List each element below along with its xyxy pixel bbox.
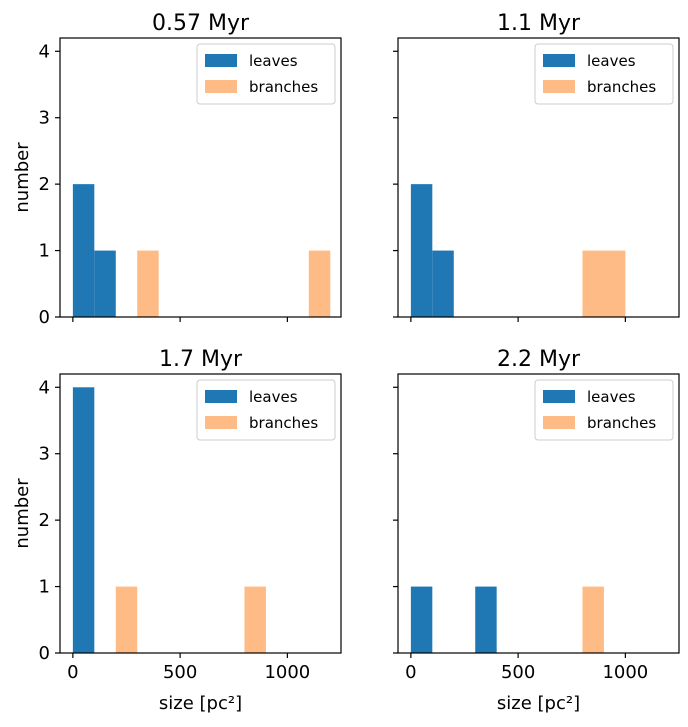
legend-label-leaves: leaves (249, 52, 298, 70)
legend-label-branches: branches (249, 78, 318, 96)
axes-frame (59, 373, 342, 654)
x-tick-label: 500 (163, 662, 197, 683)
legend-swatch-leaves (543, 54, 575, 67)
bar-leaves-0 (72, 387, 95, 653)
y-tick-label: 1 (39, 577, 50, 598)
subplot-1: 0 1 2 3 4 0.57 Myr number leaves branches (12, 11, 342, 328)
y-tick-label: 2 (39, 510, 50, 531)
y-tick-label: 4 (39, 377, 50, 398)
subplot-2: 1.1 Myr leaves branches (393, 11, 680, 322)
bar-leaves-0 (72, 184, 95, 317)
legend-label-leaves: leaves (587, 52, 636, 70)
legend: leaves branches (196, 379, 336, 441)
x-tick-label: 1000 (264, 662, 310, 683)
x-axis-label: size [pc²] (159, 693, 242, 714)
axes-frame (397, 37, 680, 318)
legend-label-branches: branches (587, 414, 656, 432)
legend-swatch-leaves (205, 390, 237, 403)
subplot-4: 0 500 1000 2.2 Myr size [pc²] leaves branches (393, 347, 680, 714)
bar-branches-0 (115, 586, 138, 653)
y-tick-label: 2 (39, 174, 50, 195)
legend-swatch-leaves (543, 390, 575, 403)
bar-branches-0 (137, 250, 159, 317)
legend-label-leaves: leaves (249, 388, 298, 406)
bar-branches-0 (582, 250, 626, 317)
y-tick-label: 0 (39, 307, 50, 328)
y-tick-label: 3 (39, 108, 50, 129)
y-axis-label: number (12, 142, 33, 213)
bar-branches-1 (244, 586, 266, 653)
y-tick-label: 0 (39, 643, 50, 664)
bar-leaves-0 (410, 586, 433, 653)
axes-frame (397, 373, 680, 654)
legend-swatch-branches (543, 80, 575, 93)
y-axis-label: number (12, 478, 33, 549)
legend-swatch-leaves (205, 54, 237, 67)
y-tick-label: 4 (39, 41, 50, 62)
subplot-title: 1.1 Myr (497, 11, 581, 36)
legend-swatch-branches (543, 416, 575, 429)
subplot-title: 2.2 Myr (497, 347, 581, 372)
y-tick-label: 1 (39, 241, 50, 262)
legend: leaves branches (534, 379, 674, 441)
subplot-title: 1.7 Myr (159, 347, 243, 372)
bar-leaves-1 (475, 586, 497, 653)
x-tick-label: 0 (67, 662, 78, 683)
y-tick-label: 3 (39, 444, 50, 465)
legend-label-leaves: leaves (587, 388, 636, 406)
bar-branches-1 (308, 250, 331, 317)
legend-swatch-branches (205, 416, 237, 429)
legend-swatch-branches (205, 80, 237, 93)
x-axis-label: size [pc²] (497, 693, 580, 714)
bar-branches-0 (582, 586, 604, 653)
bar-leaves-1 (94, 250, 116, 317)
subplot-title: 0.57 Myr (152, 11, 250, 36)
bar-leaves-0 (410, 184, 433, 317)
axes-frame (59, 37, 342, 318)
x-tick-label: 0 (405, 662, 416, 683)
x-tick-label: 500 (501, 662, 535, 683)
legend-label-branches: branches (587, 78, 656, 96)
subplot-3: 0 500 1000 0 1 2 3 4 1.7 Myr number size [pc²] leav… (12, 347, 342, 714)
bar-leaves-1 (432, 250, 454, 317)
x-tick-label: 1000 (602, 662, 648, 683)
legend: leaves branches (534, 43, 674, 105)
legend: leaves branches (196, 43, 336, 105)
legend-label-branches: branches (249, 414, 318, 432)
